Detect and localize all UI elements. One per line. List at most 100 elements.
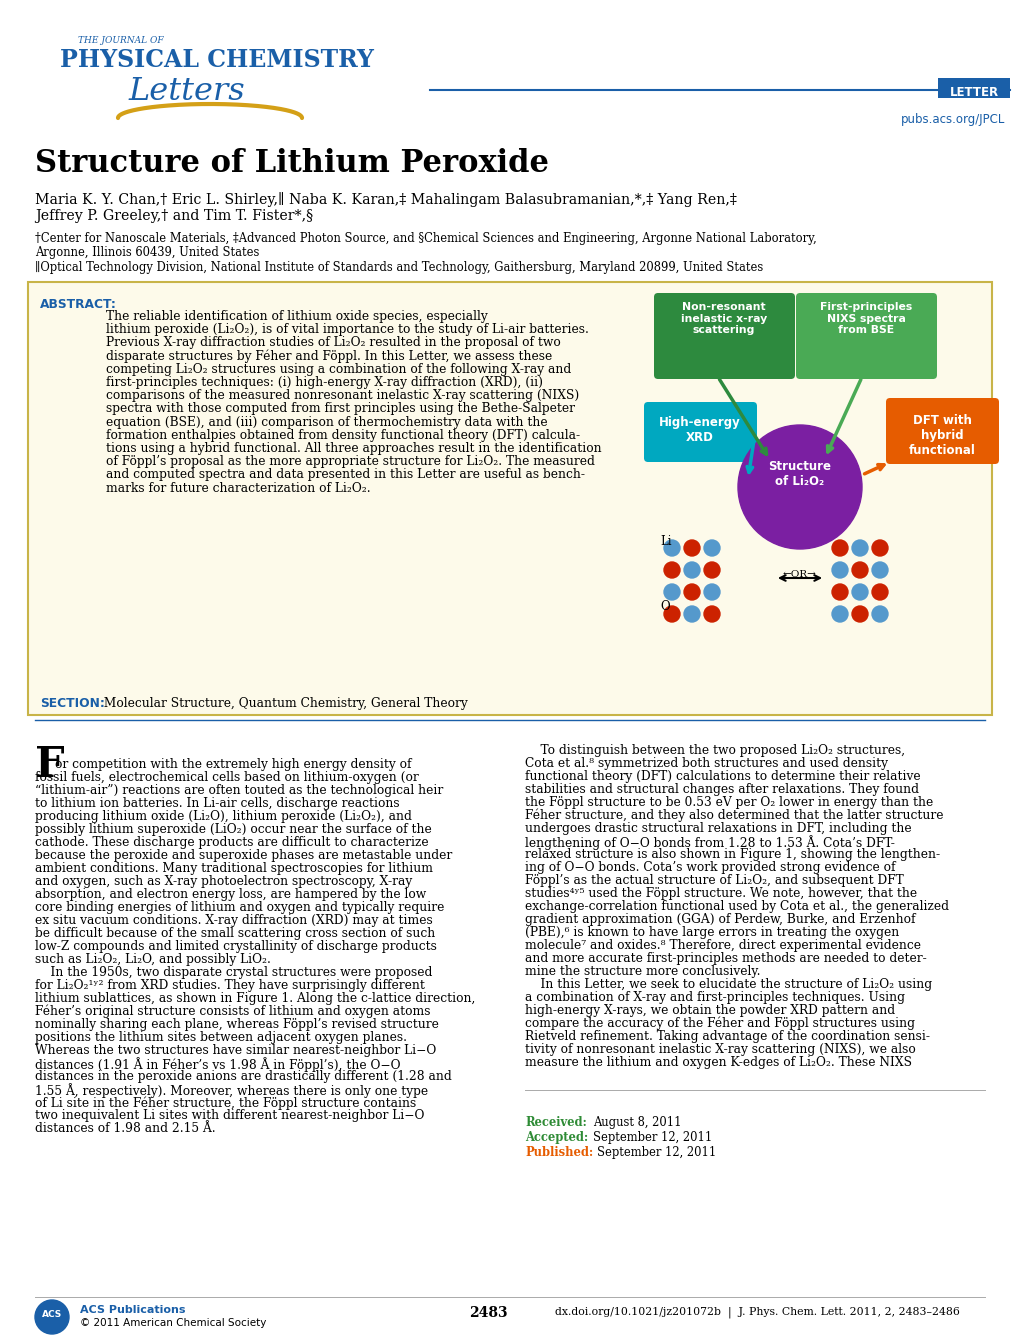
Text: and computed spectra and data presented in this Letter are useful as bench-: and computed spectra and data presented … — [106, 469, 585, 481]
Text: Föppl’s as the actual structure of Li₂O₂, and subsequent DFT: Föppl’s as the actual structure of Li₂O₂… — [525, 874, 903, 887]
Text: first-principles techniques: (i) high-energy X-ray diffraction (XRD), (ii): first-principles techniques: (i) high-en… — [106, 376, 542, 388]
Text: and oxygen, such as X-ray photoelectron spectroscopy, X-ray: and oxygen, such as X-ray photoelectron … — [35, 875, 412, 888]
FancyBboxPatch shape — [643, 402, 756, 462]
Circle shape — [832, 585, 847, 599]
Circle shape — [663, 585, 680, 599]
Text: Previous X-ray diffraction studies of Li₂O₂ resulted in the proposal of two: Previous X-ray diffraction studies of Li… — [106, 336, 560, 349]
Text: DFT with
hybrid
functional: DFT with hybrid functional — [908, 414, 974, 457]
Text: low-Z compounds and limited crystallinity of discharge products: low-Z compounds and limited crystallinit… — [35, 939, 436, 953]
Text: lithium sublattices, as shown in Figure 1. Along the c-lattice direction,: lithium sublattices, as shown in Figure … — [35, 992, 475, 1005]
Text: Maria K. Y. Chan,† Eric L. Shirley,∥ Naba K. Karan,‡ Mahalingam Balasubramanian,: Maria K. Y. Chan,† Eric L. Shirley,∥ Nab… — [35, 192, 736, 207]
Text: In the 1950s, two disparate crystal structures were proposed: In the 1950s, two disparate crystal stru… — [35, 966, 432, 978]
Text: 1.55 Å, respectively). Moreover, whereas there is only one type: 1.55 Å, respectively). Moreover, whereas… — [35, 1083, 428, 1098]
Circle shape — [832, 562, 847, 578]
Circle shape — [663, 562, 680, 578]
Text: core binding energies of lithium and oxygen and typically require: core binding energies of lithium and oxy… — [35, 900, 444, 914]
Text: measure the lithium and oxygen K-edges of Li₂O₂. These NIXS: measure the lithium and oxygen K-edges o… — [525, 1056, 911, 1068]
Text: 2483: 2483 — [468, 1306, 506, 1320]
Circle shape — [851, 562, 867, 578]
Text: Published:: Published: — [525, 1146, 593, 1159]
Text: Whereas the two structures have similar nearest-neighbor Li−O: Whereas the two structures have similar … — [35, 1044, 436, 1056]
Text: First-principles
NIXS spectra
from BSE: First-principles NIXS spectra from BSE — [819, 302, 911, 335]
Text: Cota et al.⁸ symmetrized both structures and used density: Cota et al.⁸ symmetrized both structures… — [525, 757, 888, 770]
Text: ex situ vacuum conditions. X-ray diffraction (XRD) may at times: ex situ vacuum conditions. X-ray diffrac… — [35, 914, 432, 927]
Text: lengthening of O−O bonds from 1.28 to 1.53 Å. Cota’s DFT-: lengthening of O−O bonds from 1.28 to 1.… — [525, 835, 894, 849]
Text: Received:: Received: — [525, 1116, 586, 1129]
Text: competing Li₂O₂ structures using a combination of the following X-ray and: competing Li₂O₂ structures using a combi… — [106, 363, 571, 376]
Text: September 12, 2011: September 12, 2011 — [592, 1132, 711, 1144]
Text: August 8, 2011: August 8, 2011 — [592, 1116, 681, 1129]
Text: ∥Optical Technology Division, National Institute of Standards and Technology, Ga: ∥Optical Technology Division, National I… — [35, 261, 762, 274]
Circle shape — [871, 562, 888, 578]
Circle shape — [703, 606, 719, 622]
Text: equation (BSE), and (iii) comparison of thermochemistry data with the: equation (BSE), and (iii) comparison of … — [106, 415, 547, 429]
Text: ACS: ACS — [42, 1310, 62, 1318]
Text: (PBE),⁶ is known to have large errors in treating the oxygen: (PBE),⁶ is known to have large errors in… — [525, 926, 899, 939]
Circle shape — [703, 562, 719, 578]
Text: pubs.acs.org/JPCL: pubs.acs.org/JPCL — [900, 113, 1004, 126]
Text: of Föppl’s proposal as the more appropriate structure for Li₂O₂. The measured: of Föppl’s proposal as the more appropri… — [106, 456, 594, 468]
Text: fossil fuels, electrochemical cells based on lithium-oxygen (or: fossil fuels, electrochemical cells base… — [35, 771, 419, 784]
Text: comparisons of the measured nonresonant inelastic X-ray scattering (NIXS): comparisons of the measured nonresonant … — [106, 390, 579, 402]
Text: September 12, 2011: September 12, 2011 — [596, 1146, 715, 1159]
Text: F: F — [35, 745, 64, 786]
Text: of Li site in the Féher structure, the Föppl structure contains: of Li site in the Féher structure, the F… — [35, 1095, 416, 1110]
Text: High-energy
XRD: High-energy XRD — [658, 417, 740, 444]
Circle shape — [851, 606, 867, 622]
Text: molecule⁷ and oxides.⁸ Therefore, direct experimental evidence: molecule⁷ and oxides.⁸ Therefore, direct… — [525, 939, 920, 952]
Circle shape — [684, 562, 699, 578]
Text: relaxed structure is also shown in Figure 1, showing the lengthen-: relaxed structure is also shown in Figur… — [525, 848, 940, 862]
Circle shape — [684, 585, 699, 599]
Text: a combination of X-ray and first-principles techniques. Using: a combination of X-ray and first-princip… — [525, 991, 904, 1004]
Text: such as Li₂O₂, Li₂O, and possibly LiO₂.: such as Li₂O₂, Li₂O, and possibly LiO₂. — [35, 953, 271, 966]
Text: marks for future characterization of Li₂O₂.: marks for future characterization of Li₂… — [106, 481, 370, 495]
Text: Molecular Structure, Quantum Chemistry, General Theory: Molecular Structure, Quantum Chemistry, … — [100, 698, 468, 710]
Text: or competition with the extremely high energy density of: or competition with the extremely high e… — [55, 758, 411, 771]
Text: © 2011 American Chemical Society: © 2011 American Chemical Society — [79, 1318, 266, 1328]
Circle shape — [35, 1300, 69, 1335]
Circle shape — [703, 540, 719, 556]
Text: stabilities and structural changes after relaxations. They found: stabilities and structural changes after… — [525, 784, 918, 796]
Circle shape — [663, 606, 680, 622]
Text: Structure
of Li₂O₂: Structure of Li₂O₂ — [767, 460, 830, 488]
Circle shape — [871, 540, 888, 556]
Text: Féher’s original structure consists of lithium and oxygen atoms: Féher’s original structure consists of l… — [35, 1005, 430, 1019]
Text: Argonne, Illinois 60439, United States: Argonne, Illinois 60439, United States — [35, 246, 259, 259]
Text: Non-resonant
inelastic x-ray
scattering: Non-resonant inelastic x-ray scattering — [681, 302, 766, 335]
Text: two inequivalent Li sites with different nearest-neighbor Li−O: two inequivalent Li sites with different… — [35, 1109, 424, 1122]
Text: mine the structure more conclusively.: mine the structure more conclusively. — [525, 965, 760, 978]
Text: The reliable identification of lithium oxide species, especially: The reliable identification of lithium o… — [106, 310, 487, 323]
Text: Accepted:: Accepted: — [525, 1132, 588, 1144]
Text: high-energy X-rays, we obtain the powder XRD pattern and: high-energy X-rays, we obtain the powder… — [525, 1004, 895, 1017]
Circle shape — [703, 585, 719, 599]
Text: gradient approximation (GGA) of Perdew, Burke, and Erzenhof: gradient approximation (GGA) of Perdew, … — [525, 913, 915, 926]
Text: dx.doi.org/10.1021/jz201072b  |  J. Phys. Chem. Lett. 2011, 2, 2483–2486: dx.doi.org/10.1021/jz201072b | J. Phys. … — [554, 1306, 959, 1317]
FancyBboxPatch shape — [28, 282, 991, 715]
Text: positions the lithium sites between adjacent oxygen planes.: positions the lithium sites between adja… — [35, 1031, 407, 1044]
Circle shape — [684, 606, 699, 622]
Text: In this Letter, we seek to elucidate the structure of Li₂O₂ using: In this Letter, we seek to elucidate the… — [525, 978, 931, 991]
Circle shape — [663, 540, 680, 556]
Text: THE JOURNAL OF: THE JOURNAL OF — [77, 36, 163, 44]
FancyBboxPatch shape — [653, 293, 794, 379]
Text: spectra with those computed from first principles using the Bethe-Salpeter: spectra with those computed from first p… — [106, 402, 575, 415]
Text: undergoes drastic structural relaxations in DFT, including the: undergoes drastic structural relaxations… — [525, 823, 911, 835]
Circle shape — [851, 540, 867, 556]
Text: †Center for Nanoscale Materials, ‡Advanced Photon Source, and §Chemical Sciences: †Center for Nanoscale Materials, ‡Advanc… — [35, 233, 816, 245]
Text: studies⁴ʸ⁵ used the Föppl structure. We note, however, that the: studies⁴ʸ⁵ used the Föppl structure. We … — [525, 887, 916, 900]
Text: Rietveld refinement. Taking advantage of the coordination sensi-: Rietveld refinement. Taking advantage of… — [525, 1030, 929, 1043]
Text: because the peroxide and superoxide phases are metastable under: because the peroxide and superoxide phas… — [35, 849, 451, 862]
Circle shape — [832, 606, 847, 622]
Text: functional theory (DFT) calculations to determine their relative: functional theory (DFT) calculations to … — [525, 770, 920, 784]
Text: nominally sharing each plane, whereas Föppl’s revised structure: nominally sharing each plane, whereas Fö… — [35, 1017, 438, 1031]
Text: compare the accuracy of the Féher and Föppl structures using: compare the accuracy of the Féher and Fö… — [525, 1017, 914, 1031]
Circle shape — [871, 606, 888, 622]
Text: for Li₂O₂¹ʸ² from XRD studies. They have surprisingly different: for Li₂O₂¹ʸ² from XRD studies. They have… — [35, 978, 425, 992]
Text: possibly lithium superoxide (LiO₂) occur near the surface of the: possibly lithium superoxide (LiO₂) occur… — [35, 823, 431, 836]
Circle shape — [851, 585, 867, 599]
Text: disparate structures by Féher and Föppl. In this Letter, we assess these: disparate structures by Féher and Föppl.… — [106, 349, 551, 363]
Text: and more accurate first-principles methods are needed to deter-: and more accurate first-principles metho… — [525, 952, 926, 965]
Text: To distinguish between the two proposed Li₂O₂ structures,: To distinguish between the two proposed … — [525, 745, 904, 757]
Circle shape — [684, 540, 699, 556]
Text: exchange-correlation functional used by Cota et al., the generalized: exchange-correlation functional used by … — [525, 900, 948, 913]
